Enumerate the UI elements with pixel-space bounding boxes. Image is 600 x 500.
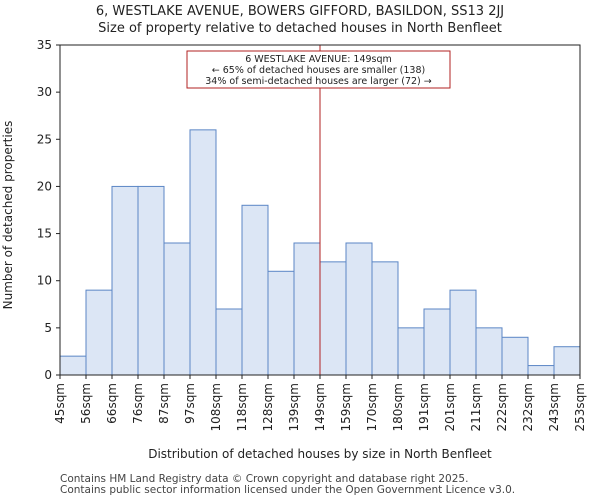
bar-108sqm	[215, 308, 243, 376]
x-ticks-group: 45sqm 56sqm 66sqm 76sqm 87sqm 97sqm 108sqm 118s…	[53, 375, 587, 431]
chart-title-line2: Size of property relative to detached ho…	[98, 21, 502, 36]
bar-222sqm	[501, 336, 529, 376]
y-axis-label: Number of detached properties	[1, 121, 15, 310]
x-tick-label: 108sqm	[209, 383, 223, 431]
bar-243sqm	[553, 346, 581, 376]
y-tick-label: 30	[37, 85, 52, 99]
x-tick-label: 170sqm	[365, 383, 379, 431]
x-tick-label: 118sqm	[235, 383, 249, 431]
annotation-box: 6 WESTLAKE AVENUE: 149sqm← 65% of detach…	[186, 50, 451, 89]
x-tick-label: 180sqm	[391, 383, 405, 431]
bar-201sqm	[449, 289, 477, 376]
bars-group	[59, 129, 581, 376]
x-tick-label: 76sqm	[131, 383, 145, 424]
y-tick-label: 0	[44, 368, 52, 382]
x-tick-label: 191sqm	[417, 383, 431, 431]
bar-97sqm	[189, 129, 217, 376]
bar-191sqm	[423, 308, 451, 376]
bar-56sqm	[85, 289, 113, 376]
bar-159sqm	[345, 242, 373, 376]
x-tick-label: 159sqm	[339, 383, 353, 431]
bar-45sqm	[59, 355, 87, 376]
x-tick-label: 139sqm	[287, 383, 301, 431]
x-tick-label: 87sqm	[157, 383, 171, 424]
bar-66sqm	[111, 185, 139, 376]
bar-118sqm	[241, 204, 269, 376]
x-tick-label: 56sqm	[79, 383, 93, 424]
bar-232sqm	[527, 365, 555, 376]
footer-licence: Contains public sector information licen…	[60, 484, 516, 496]
annotation-line-1: 6 WESTLAKE AVENUE: 149sqm	[245, 54, 392, 65]
y-tick-label: 15	[37, 227, 52, 241]
x-tick-label: 201sqm	[443, 383, 457, 431]
x-tick-label: 66sqm	[105, 383, 119, 424]
bar-87sqm	[163, 242, 191, 376]
annotation-line-2: ← 65% of detached houses are smaller (13…	[212, 65, 425, 76]
x-tick-label: 45sqm	[53, 383, 67, 424]
x-tick-label: 243sqm	[547, 383, 561, 431]
x-axis-label: Distribution of detached houses by size …	[148, 447, 492, 461]
y-tick-label: 25	[37, 132, 52, 146]
y-tick-label: 10	[37, 274, 52, 288]
annotation-line-3: 34% of semi-detached houses are larger (…	[205, 76, 432, 87]
annotation-frame	[186, 50, 451, 89]
x-tick-label: 211sqm	[469, 383, 483, 431]
bar-170sqm	[371, 261, 399, 376]
bar-149sqm	[319, 261, 347, 376]
bar-180sqm	[397, 327, 425, 376]
y-ticks-group: 0 5 10 15 20 25 30 35	[37, 38, 60, 382]
bar-139sqm	[293, 242, 321, 376]
x-tick-label: 232sqm	[521, 383, 535, 431]
bar-211sqm	[475, 327, 503, 376]
bar-128sqm	[267, 270, 295, 376]
x-tick-label: 222sqm	[495, 383, 509, 431]
y-tick-label: 20	[37, 179, 52, 193]
footer-copyright: Contains HM Land Registry data © Crown c…	[60, 473, 469, 485]
chart-title-line1: 6, WESTLAKE AVENUE, BOWERS GIFFORD, BASI…	[95, 4, 505, 19]
y-tick-label: 5	[44, 321, 52, 335]
y-tick-label: 35	[37, 38, 52, 52]
x-tick-label: 253sqm	[573, 383, 587, 431]
x-tick-label: 97sqm	[183, 383, 197, 424]
x-tick-label: 128sqm	[261, 383, 275, 431]
x-tick-label: 149sqm	[313, 383, 327, 431]
bar-76sqm	[137, 185, 165, 376]
